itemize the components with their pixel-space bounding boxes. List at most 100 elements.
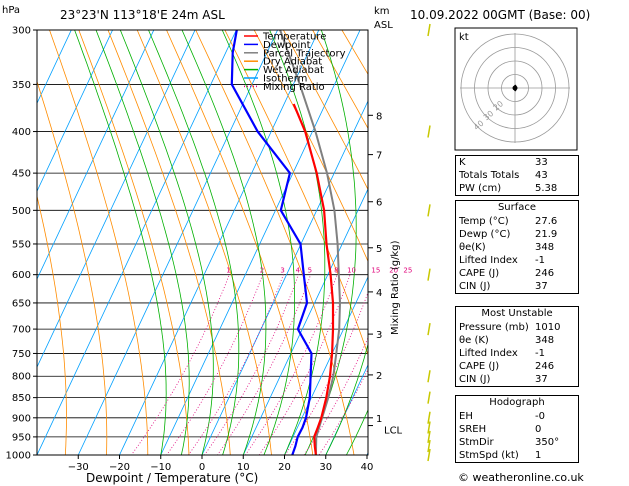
height-label-1: 1	[376, 414, 382, 425]
mixing-ratio-labels: 1 2 3 4 5 8 10 15 20 25	[226, 267, 412, 275]
datetime-title: 10.09.2022 00GMT (Base: 00)	[410, 8, 590, 22]
most_unstable-row: Lifted Index -1	[456, 347, 578, 360]
surface-row: Temp (°C) 27.6	[456, 215, 578, 228]
indices-row: K 33	[456, 156, 578, 169]
isotherm--40	[37, 30, 237, 455]
surface-label: CIN (J)	[459, 281, 491, 292]
surface-value: 37	[535, 281, 548, 292]
isotherm--60	[37, 30, 155, 281]
mixing-ratio-label-5: 5	[308, 267, 312, 275]
pressure-label-300: 300	[12, 26, 31, 37]
hodograph_table-value: 0	[535, 424, 542, 435]
mixing-ratio-label-2: 2	[260, 267, 264, 275]
legend-label-5: Isotherm	[263, 74, 307, 85]
isotherm-20	[284, 276, 368, 455]
isotherm--80	[37, 30, 72, 105]
pressure-label-700: 700	[12, 325, 31, 336]
wet-adiabat-30	[325, 342, 368, 455]
hodograph_table-value: -0	[535, 411, 545, 422]
hodograph_table-label: EH	[459, 411, 473, 422]
most-unstable-title: Most Unstable	[481, 308, 553, 319]
dry-adiabat-300	[166, 30, 314, 455]
dry-adiabat-340	[282, 30, 368, 191]
most_unstable-value: 246	[535, 361, 555, 372]
indices-value: 5.38	[535, 183, 558, 194]
surface-value: 246	[535, 268, 555, 279]
mixing-ratio-label-8: 8	[334, 267, 338, 275]
most_unstable-label: Pressure (mb)	[459, 322, 529, 333]
dry-adiabat-290	[136, 30, 272, 455]
temp-label-10: 10	[237, 462, 250, 473]
indices-value: 33	[535, 157, 548, 168]
wet-adiabat--10	[74, 30, 167, 455]
wind-barb-900	[427, 411, 431, 424]
surface-label: Dewp (°C)	[459, 229, 511, 240]
pressure-label-550: 550	[12, 239, 31, 250]
surface-row: θe(K) 348	[456, 241, 578, 254]
most_unstable-row: Pressure (mb) 1010	[456, 321, 578, 334]
most_unstable-value: 348	[535, 335, 555, 346]
temp-label--20: −20	[109, 462, 130, 473]
lcl-label: LCL	[384, 426, 403, 437]
most_unstable-value: 37	[535, 374, 548, 385]
legend-label-6: Mixing Ratio	[263, 82, 325, 93]
pressure-label-350: 350	[12, 80, 31, 91]
wet-adiabat-10	[181, 30, 267, 455]
hodograph-table: Hodograph EH -0 SREH 0 StmDir 350° StmSpd (kt)…	[455, 395, 579, 463]
most_unstable-label: Lifted Index	[459, 348, 518, 359]
mixing-ratio-label-25: 25	[403, 267, 412, 275]
wind-barbs	[427, 23, 431, 462]
surface-row: CAPE (J) 246	[456, 267, 578, 280]
hodograph_table-label: StmDir	[459, 437, 494, 448]
surface-label: CAPE (J)	[459, 268, 500, 279]
copyright: © weatheronline.co.uk	[458, 471, 584, 484]
pressure-label-850: 850	[12, 393, 31, 404]
surface-value: -1	[535, 255, 545, 266]
mixing-ratio-line-20	[303, 336, 368, 455]
isotherm-30	[325, 363, 368, 455]
surface-label: Lifted Index	[459, 255, 518, 266]
hodograph_table-label: SREH	[459, 424, 487, 435]
dry-adiabat-280	[107, 30, 231, 455]
temperature-profile	[292, 103, 335, 455]
hodograph_table-label: StmSpd (kt)	[459, 450, 519, 461]
pressure-label-500: 500	[12, 206, 31, 217]
surface-value: 27.6	[535, 216, 558, 227]
wet-adiabat-35	[345, 408, 368, 455]
pressure-label-600: 600	[12, 270, 31, 281]
temp-label-0: 0	[199, 462, 205, 473]
most_unstable-value: 1010	[535, 322, 561, 333]
temp-label-40: 40	[361, 462, 374, 473]
wind-barb-400	[427, 125, 431, 138]
pressure-label-450: 450	[12, 169, 31, 180]
indices-table: K 33 Totals Totals 43 PW (cm) 5.38	[455, 155, 579, 196]
height-label-5: 5	[376, 244, 382, 255]
pressure-label-900: 900	[12, 413, 31, 424]
pressure-label-950: 950	[12, 432, 31, 443]
height-label-8: 8	[376, 111, 382, 122]
wind-barb-925	[427, 421, 431, 434]
most_unstable-row: CAPE (J) 246	[456, 360, 578, 373]
mixing-ratio-label-15: 15	[371, 267, 380, 275]
indices-row: Totals Totals 43	[456, 169, 578, 182]
km-unit: km	[374, 6, 390, 17]
hodograph-title: Hodograph	[489, 397, 545, 408]
mixing-ratio-label-3: 3	[280, 267, 284, 275]
most_unstable-value: -1	[535, 348, 545, 359]
wind-barb-300	[427, 23, 431, 37]
hodograph_table-value: 350°	[535, 437, 560, 448]
mixing-ratio-line-3	[187, 274, 284, 455]
wind-barb-600	[427, 268, 431, 281]
surface-row: Dewp (°C) 21.9	[456, 228, 578, 241]
hodograph_table-row: StmDir 350°	[456, 436, 578, 449]
wet-adiabat-20	[269, 30, 326, 455]
mixing-ratio-axis-label: Mixing Ratio (g/kg)	[390, 240, 401, 335]
mixing-ratio-line-5	[216, 274, 312, 455]
isotherm--30	[77, 30, 279, 455]
isotherm-10	[242, 188, 368, 455]
surface-table: Surface Temp (°C) 27.6 Dewp (°C) 21.9 θe(K) 3…	[455, 200, 579, 294]
